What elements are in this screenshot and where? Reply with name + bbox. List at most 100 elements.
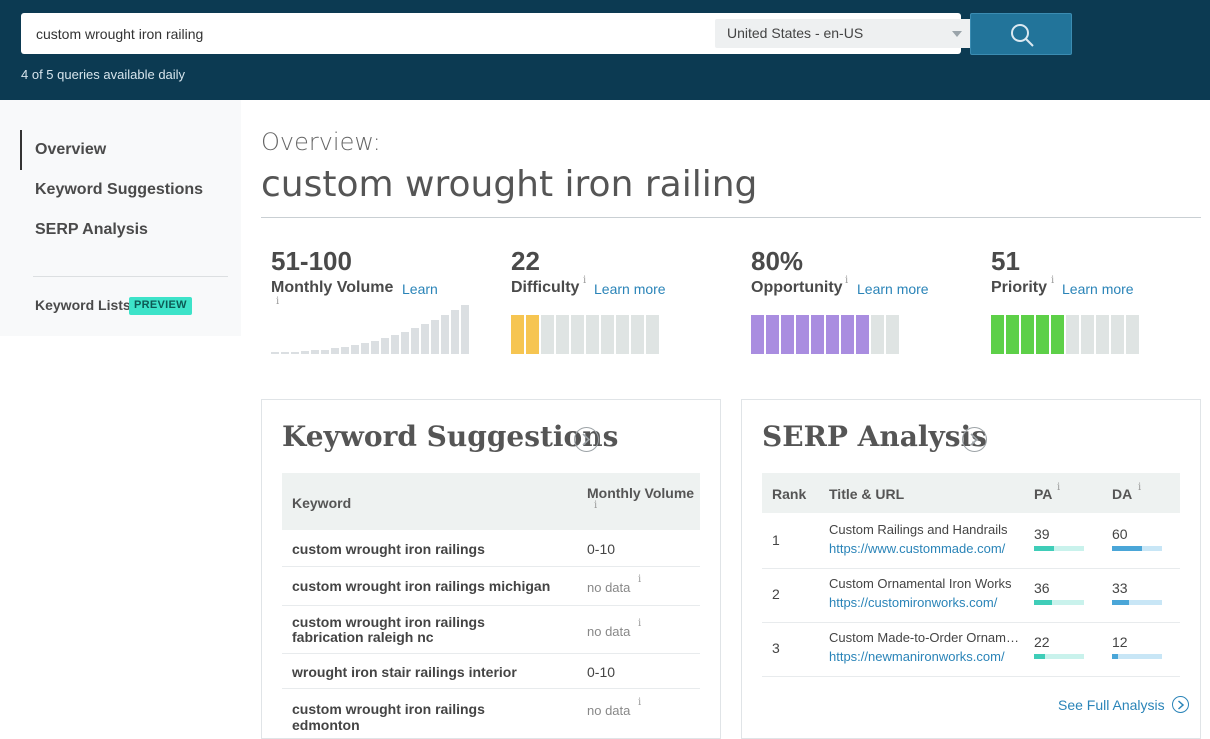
column-header-rank[interactable]: Rank bbox=[772, 486, 807, 502]
pa-bar bbox=[1034, 546, 1084, 551]
priority-segment bbox=[1036, 315, 1049, 354]
info-icon[interactable]: i bbox=[583, 275, 587, 286]
info-icon[interactable]: i bbox=[1057, 482, 1061, 493]
difficulty-learn-link[interactable]: Learn more bbox=[594, 281, 666, 297]
pa-value: 36 bbox=[1034, 580, 1050, 596]
da-value: 33 bbox=[1112, 580, 1128, 596]
keyword-cell[interactable]: custom wrought iron railings fabrication… bbox=[292, 614, 485, 645]
opportunity-segment bbox=[751, 315, 764, 354]
opportunity-value: 80% bbox=[751, 246, 804, 276]
volume-trend-bar bbox=[351, 345, 359, 354]
pa-bar bbox=[1034, 600, 1084, 605]
row-divider bbox=[282, 566, 700, 567]
info-icon[interactable]: i bbox=[1138, 482, 1142, 493]
da-value: 60 bbox=[1112, 526, 1128, 542]
see-full-analysis-link[interactable]: See Full Analysis bbox=[1058, 696, 1189, 713]
priority-value: 51 bbox=[991, 246, 1020, 276]
difficulty-segment bbox=[556, 315, 569, 354]
volume-trend-bar bbox=[371, 340, 379, 354]
result-url-link[interactable]: https://customironworks.com/ bbox=[829, 595, 998, 610]
column-header-monthly-volume[interactable]: Monthly Volume bbox=[587, 485, 695, 501]
volume-trend-bar bbox=[421, 324, 429, 354]
info-icon[interactable]: i bbox=[276, 296, 280, 307]
priority-segment bbox=[1111, 315, 1124, 354]
difficulty-segment bbox=[586, 315, 599, 354]
opportunity-segment bbox=[766, 315, 779, 354]
result-title: Custom Railings and Handrails bbox=[829, 522, 1008, 537]
page-title: custom wrought iron railing bbox=[261, 164, 758, 205]
volume-learn-link[interactable]: Learn bbox=[402, 281, 438, 297]
result-url-link[interactable]: https://www.custommade.com/ bbox=[829, 541, 1006, 556]
chevron-right-icon bbox=[1171, 696, 1189, 713]
rank-cell: 2 bbox=[772, 586, 780, 602]
volume-cell: no data bbox=[587, 703, 631, 718]
opportunity-segment bbox=[796, 315, 809, 354]
opportunity-bar bbox=[751, 315, 899, 354]
volume-trend-bar bbox=[291, 351, 299, 354]
serp-analysis-card: SERP Analysis Rank Title & URL PA i DA i… bbox=[741, 399, 1201, 739]
volume-trend-bar bbox=[401, 331, 409, 354]
volume-trend-bar bbox=[331, 348, 339, 354]
difficulty-segment bbox=[616, 315, 629, 354]
info-icon[interactable]: i bbox=[1051, 275, 1055, 286]
da-value: 12 bbox=[1112, 634, 1128, 650]
volume-cell: no data bbox=[587, 624, 631, 639]
volume-trend-chart bbox=[271, 304, 470, 354]
volume-trend-bar bbox=[461, 305, 469, 354]
da-bar bbox=[1112, 546, 1162, 551]
keyword-cell[interactable]: wrought iron stair railings interior bbox=[292, 664, 517, 680]
card-title: Keyword Suggestions bbox=[282, 420, 619, 453]
opportunity-segment bbox=[856, 315, 869, 354]
difficulty-segment bbox=[571, 315, 584, 354]
info-icon[interactable]: i bbox=[594, 500, 598, 511]
priority-segment bbox=[1096, 315, 1109, 354]
table-header bbox=[762, 473, 1180, 513]
info-icon[interactable]: i bbox=[638, 618, 642, 629]
chevron-right-icon[interactable] bbox=[962, 427, 987, 452]
column-header-da[interactable]: DA bbox=[1112, 486, 1133, 502]
info-icon[interactable]: i bbox=[638, 574, 642, 585]
priority-segment bbox=[1126, 315, 1139, 354]
keyword-cell[interactable]: custom wrought iron railings michigan bbox=[292, 578, 551, 594]
sidebar-item-keyword-suggestions[interactable]: Keyword Suggestions bbox=[35, 181, 204, 198]
table-header bbox=[282, 473, 700, 530]
volume-trend-bar bbox=[341, 346, 349, 354]
volume-trend-bar bbox=[321, 349, 329, 354]
opportunity-learn-link[interactable]: Learn more bbox=[857, 281, 929, 297]
priority-bar bbox=[991, 315, 1139, 354]
active-indicator bbox=[20, 130, 22, 170]
sidebar-item-serp-analysis[interactable]: SERP Analysis bbox=[35, 221, 148, 238]
row-divider bbox=[282, 653, 700, 654]
volume-trend-bar bbox=[301, 351, 309, 354]
result-title: Custom Ornamental Iron Works bbox=[829, 576, 1012, 591]
keyword-cell[interactable]: custom wrought iron railings edmonton bbox=[292, 701, 485, 733]
sidebar-item-keyword-lists[interactable]: Keyword Lists bbox=[35, 297, 131, 313]
priority-learn-link[interactable]: Learn more bbox=[1062, 281, 1134, 297]
opportunity-segment bbox=[811, 315, 824, 354]
preview-badge: PREVIEW bbox=[129, 297, 192, 315]
column-header-title-url[interactable]: Title & URL bbox=[829, 486, 905, 502]
difficulty-segment bbox=[601, 315, 614, 354]
search-box: United States - en-US bbox=[21, 13, 976, 54]
keyword-cell[interactable]: custom wrought iron railings bbox=[292, 541, 485, 557]
sidebar-item-overview[interactable]: Overview bbox=[35, 141, 107, 158]
info-icon[interactable]: i bbox=[845, 275, 849, 286]
rank-cell: 3 bbox=[772, 640, 780, 656]
volume-trend-bar bbox=[361, 342, 369, 354]
column-header-pa[interactable]: PA bbox=[1034, 486, 1053, 502]
search-input[interactable] bbox=[21, 13, 693, 54]
info-icon[interactable]: i bbox=[638, 697, 642, 708]
column-header-keyword[interactable]: Keyword bbox=[292, 495, 352, 511]
keyword-suggestions-card: Keyword Suggestions Keyword Monthly Volu… bbox=[261, 399, 721, 739]
search-button[interactable] bbox=[970, 13, 1072, 55]
locale-select[interactable]: United States - en-US bbox=[715, 19, 976, 48]
queries-remaining: 4 of 5 queries available daily bbox=[21, 67, 186, 82]
da-fill bbox=[1112, 654, 1118, 659]
difficulty-segment bbox=[511, 315, 524, 354]
result-url-link[interactable]: https://newmanironworks.com/ bbox=[829, 649, 1005, 664]
da-bar bbox=[1112, 654, 1162, 659]
chevron-right-icon[interactable] bbox=[574, 427, 599, 452]
see-full-label: See Full Analysis bbox=[1058, 697, 1165, 713]
sidebar-divider bbox=[33, 276, 228, 277]
da-fill bbox=[1112, 600, 1129, 605]
